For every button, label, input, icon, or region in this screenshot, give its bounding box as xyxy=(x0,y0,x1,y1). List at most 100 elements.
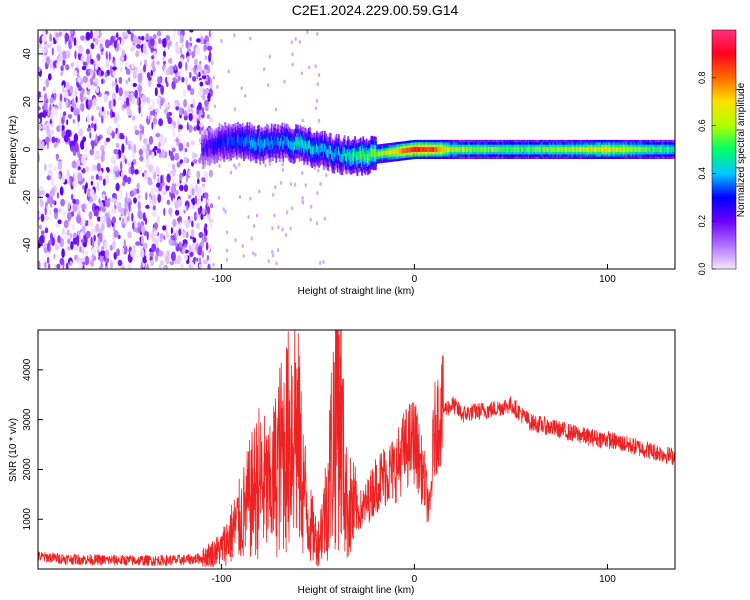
noise-speckle xyxy=(111,111,116,118)
signal-cell xyxy=(664,147,667,152)
noise-speckle xyxy=(50,177,55,187)
noise-speckle xyxy=(71,98,75,108)
signal-cell xyxy=(239,136,242,145)
noise-speckle xyxy=(198,63,202,73)
signal-cell xyxy=(641,147,644,152)
noise-speckle xyxy=(61,128,66,139)
noise-speckle xyxy=(201,177,206,183)
signal-cell xyxy=(386,150,389,156)
noise-speckle xyxy=(45,201,48,208)
signal-cell xyxy=(454,147,457,152)
spectrogram-y-tick-label: 40 xyxy=(22,48,33,60)
noise-speckle xyxy=(49,97,54,104)
noise-speckle xyxy=(96,181,100,191)
signal-cell xyxy=(304,140,307,149)
noise-speckle xyxy=(72,119,75,124)
noise-speckle xyxy=(45,78,49,88)
signal-cell xyxy=(344,152,347,162)
noise-speckle xyxy=(310,204,313,209)
noise-speckle xyxy=(74,172,79,182)
noise-speckle xyxy=(152,34,157,40)
noise-speckle xyxy=(38,224,43,230)
signal-cell xyxy=(540,147,543,152)
noise-speckle xyxy=(96,135,101,142)
noise-speckle xyxy=(99,43,103,50)
spectrogram-y-tick-label: -40 xyxy=(22,237,33,252)
signal-cell xyxy=(611,147,614,152)
noise-speckle xyxy=(193,126,197,132)
noise-speckle xyxy=(110,155,116,164)
signal-cell xyxy=(670,147,673,152)
noise-speckle xyxy=(111,208,115,214)
signal-cell xyxy=(456,147,458,152)
noise-speckle xyxy=(133,197,137,204)
noise-speckle xyxy=(120,265,126,269)
noise-speckle xyxy=(41,35,47,43)
spectrogram-y-tick-label: 20 xyxy=(22,96,33,108)
noise-speckle xyxy=(46,127,51,137)
noise-speckle xyxy=(183,156,188,164)
colorbar-label: Normalized spectral amplitude xyxy=(736,82,747,217)
noise-speckle xyxy=(164,67,167,76)
signal-cell xyxy=(215,140,217,150)
noise-speckle xyxy=(84,255,90,266)
noise-speckle xyxy=(154,112,157,119)
signal-cell xyxy=(559,147,561,152)
noise-speckle xyxy=(205,242,209,251)
noise-speckle xyxy=(315,221,319,226)
noise-speckle xyxy=(72,198,77,204)
noise-speckle xyxy=(171,119,175,127)
noise-speckle xyxy=(59,186,64,196)
noise-speckle xyxy=(196,213,201,219)
noise-speckle xyxy=(90,180,94,186)
noise-speckle xyxy=(46,43,52,48)
noise-speckle xyxy=(225,257,229,262)
signal-cell xyxy=(554,147,557,152)
noise-speckle xyxy=(124,91,130,96)
noise-speckle xyxy=(300,71,303,76)
noise-speckle xyxy=(85,98,89,109)
noise-speckle xyxy=(250,236,253,241)
noise-speckle xyxy=(249,196,252,201)
noise-speckle xyxy=(59,124,62,133)
noise-speckle xyxy=(69,232,72,239)
signal-cell xyxy=(312,145,315,155)
noise-speckle xyxy=(188,170,191,177)
noise-speckle xyxy=(78,246,82,253)
signal-cell xyxy=(452,147,455,152)
noise-speckle xyxy=(162,225,167,231)
noise-speckle xyxy=(49,209,52,216)
noise-speckle xyxy=(69,85,73,94)
noise-speckle xyxy=(53,166,58,172)
signal-cell xyxy=(262,142,265,151)
signal-cell xyxy=(394,149,397,155)
noise-speckle xyxy=(172,132,176,138)
noise-speckle xyxy=(92,37,96,42)
signal-cell xyxy=(457,147,459,152)
snr-x-tick-label: 100 xyxy=(599,574,616,585)
signal-cell xyxy=(416,147,419,152)
noise-speckle xyxy=(156,96,161,104)
noise-speckle xyxy=(122,104,128,109)
noise-speckle xyxy=(111,99,114,109)
noise-speckle xyxy=(44,261,47,269)
signal-cell xyxy=(313,145,316,154)
noise-speckle xyxy=(61,175,66,184)
signal-cell xyxy=(431,147,434,152)
noise-speckle xyxy=(176,217,181,222)
noise-speckle xyxy=(274,107,278,112)
noise-speckle xyxy=(148,135,154,145)
signal-cell xyxy=(370,148,373,158)
noise-speckle xyxy=(158,118,164,127)
noise-speckle xyxy=(176,161,181,168)
noise-speckle xyxy=(204,223,208,229)
signal-cell xyxy=(417,147,420,152)
snr-x-label: Height of straight line (km) xyxy=(298,585,415,596)
noise-speckle xyxy=(169,65,174,75)
signal-cell xyxy=(306,144,309,153)
noise-speckle xyxy=(207,45,213,51)
noise-speckle xyxy=(56,61,59,69)
noise-speckle xyxy=(168,66,171,76)
noise-speckle xyxy=(93,234,96,242)
noise-speckle xyxy=(212,75,215,80)
